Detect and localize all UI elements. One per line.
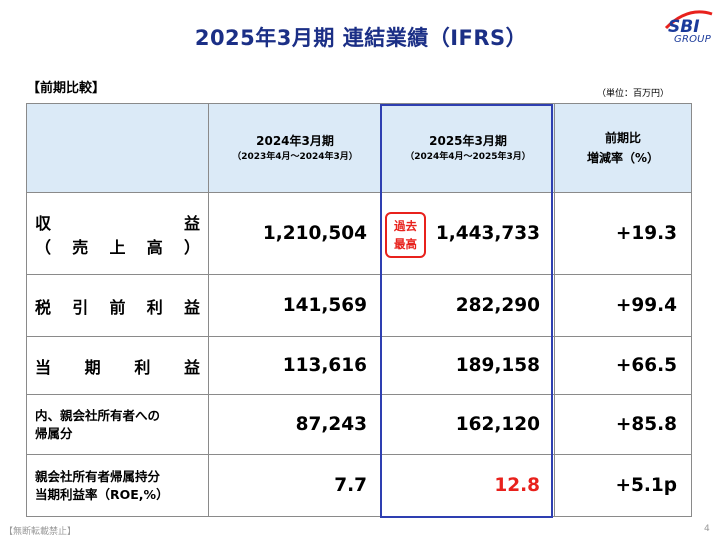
- label-line2: 当期利益率（ROE,%）: [35, 486, 169, 502]
- row-label-revenue: 収 益 （ 売 上 高 ）: [26, 192, 209, 275]
- row-label-net-profit: 当 期 利 益: [26, 336, 209, 395]
- table-header-row: 2024年3月期 （2023年4月～2024年3月） 2025年3月期 （202…: [26, 103, 692, 193]
- label-char: 収: [35, 213, 52, 233]
- cell-fy2025-highlight: 12.8: [381, 454, 555, 517]
- cell-change: +66.5: [554, 336, 692, 395]
- header-empty-cell: [26, 103, 209, 193]
- revenue-label-line2: （ 売 上 高 ）: [35, 234, 200, 258]
- label-char: 期: [84, 357, 101, 377]
- header-fy2024-period: （2023年4月～2024年3月）: [232, 152, 358, 162]
- cell-fy2024: 1,210,504: [208, 192, 382, 275]
- row-label-roe: 親会社所有者帰属持分 当期利益率（ROE,%）: [26, 454, 209, 517]
- cell-fy2024: 87,243: [208, 394, 382, 455]
- label-char: 益: [183, 297, 200, 317]
- badge-line2: 最高: [394, 237, 417, 251]
- label-line2: 帰属分: [35, 425, 73, 441]
- slide-title: 2025年3月期 連結業績（IFRS）: [194, 26, 528, 50]
- table-row: 当 期 利 益 113,616 189,158 +66.5: [26, 336, 692, 395]
- header-fy2025: 2025年3月期 （2024年4月～2025年3月）: [381, 103, 555, 193]
- label-char: 益: [183, 213, 200, 233]
- header-fy2024-title: 2024年3月期: [256, 134, 334, 148]
- page-number: 4: [704, 524, 710, 534]
- section-label: 【前期比較】: [27, 81, 106, 96]
- label-line1: 親会社所有者帰属持分: [35, 468, 161, 484]
- label-char: 益: [183, 357, 200, 377]
- cell-fy2024: 113,616: [208, 336, 382, 395]
- label-char: 引: [72, 297, 89, 317]
- cell-fy2024: 7.7: [208, 454, 382, 517]
- footer-note: 【無断転載禁止】: [4, 527, 77, 537]
- label-char: 上: [109, 237, 126, 257]
- cell-fy2024: 141,569: [208, 274, 382, 337]
- logo-group-text: GROUP: [674, 34, 711, 45]
- results-table: 2024年3月期 （2023年4月～2024年3月） 2025年3月期 （202…: [26, 103, 692, 517]
- cell-fy2025: 282,290: [381, 274, 555, 337]
- cell-change: +5.1p: [554, 454, 692, 517]
- cell-change: +85.8: [554, 394, 692, 455]
- label-line1: 内、親会社所有者への: [35, 407, 161, 423]
- table-row: 親会社所有者帰属持分 当期利益率（ROE,%） 7.7 12.8 +5.1p: [26, 454, 692, 517]
- label-char: ）: [183, 237, 200, 257]
- revenue-label-line1: 収 益: [35, 210, 200, 234]
- unit-note: （単位：百万円）: [597, 89, 670, 99]
- sbi-group-logo: SBI GROUP: [660, 8, 716, 52]
- header-change-line2: 増減率（%）: [586, 151, 660, 165]
- label-char: 高: [146, 237, 163, 257]
- table-row: 収 益 （ 売 上 高 ） 1,210,504 1,443,733 +19.3: [26, 192, 692, 275]
- cell-fy2025: 189,158: [381, 336, 555, 395]
- header-change: 前期比 増減率（%）: [554, 103, 692, 193]
- row-label-pretax-profit: 税 引 前 利 益: [26, 274, 209, 337]
- sbi-logo-icon: SBI: [664, 10, 713, 37]
- header-fy2024: 2024年3月期 （2023年4月～2024年3月）: [208, 103, 382, 193]
- label-char: 当: [35, 357, 52, 377]
- badge-line1: 過去: [394, 219, 417, 233]
- record-high-badge: 過去 最高: [385, 212, 426, 258]
- header-change-line1: 前期比: [604, 131, 641, 145]
- label-char: 利: [146, 297, 163, 317]
- label-char: 売: [72, 237, 89, 257]
- logo-mark-text: SBI: [668, 17, 700, 37]
- label-char: （: [35, 237, 52, 257]
- cell-fy2025: 162,120: [381, 394, 555, 455]
- cell-change: +19.3: [554, 192, 692, 275]
- cell-change: +99.4: [554, 274, 692, 337]
- row-label-attributable-owners: 内、親会社所有者への 帰属分: [26, 394, 209, 455]
- header-fy2025-title: 2025年3月期: [429, 134, 507, 148]
- table-row: 税 引 前 利 益 141,569 282,290 +99.4: [26, 274, 692, 337]
- header-fy2025-period: （2024年4月～2025年3月）: [405, 152, 531, 162]
- table-row: 内、親会社所有者への 帰属分 87,243 162,120 +85.8: [26, 394, 692, 455]
- net-profit-label-line: 当 期 利 益: [35, 354, 200, 378]
- label-char: 前: [109, 297, 126, 317]
- label-char: 利: [134, 357, 151, 377]
- pretax-label-line: 税 引 前 利 益: [35, 294, 200, 318]
- label-char: 税: [35, 297, 52, 317]
